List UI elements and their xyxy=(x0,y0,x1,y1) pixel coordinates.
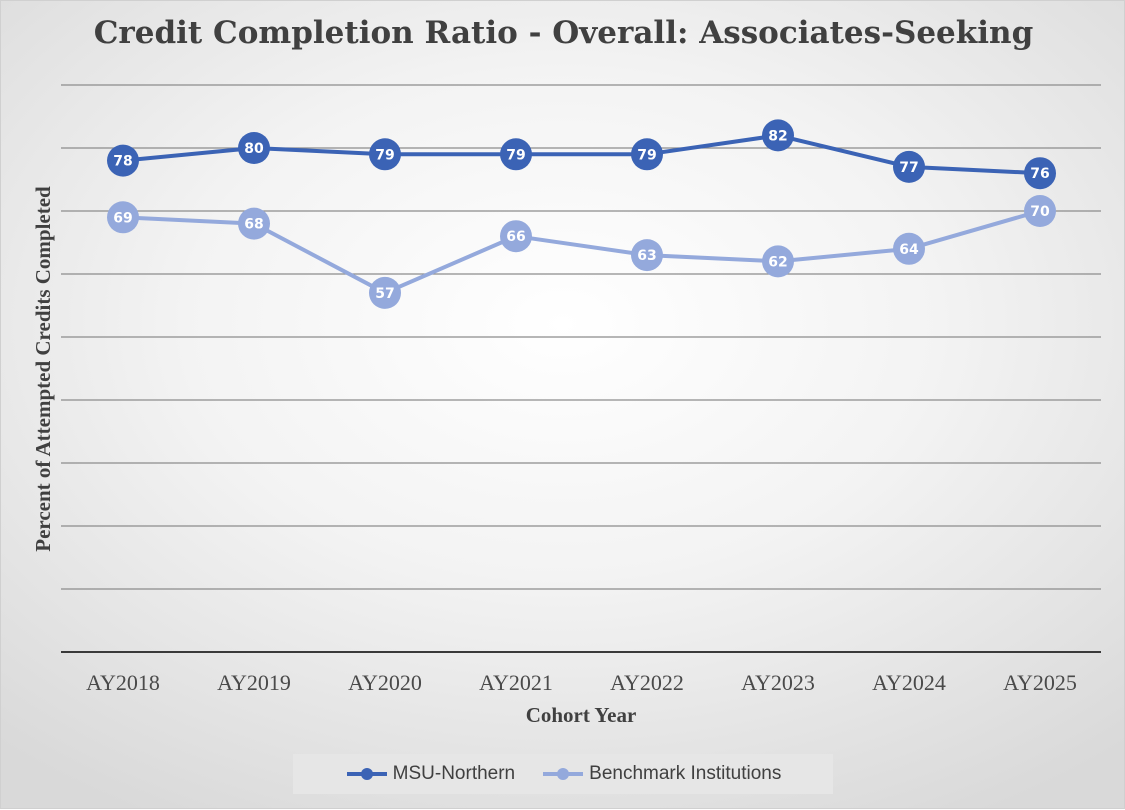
y-axis-title: Percent of Attempted Credits Completed xyxy=(31,186,55,552)
series-benchmark-institutions: 69 68 57 66 63 62 64 70 xyxy=(107,195,1056,309)
chart-title: Credit Completion Ratio - Overall: Assoc… xyxy=(93,15,1034,51)
series-layer: 69 68 57 66 63 62 64 70 78 80 79 79 79 82 77 76 xyxy=(107,119,1056,309)
x-tick-label: AY2018 xyxy=(86,670,160,695)
data-point-benchmark-institutions xyxy=(1024,195,1056,227)
data-point-msu-northern xyxy=(1024,157,1056,190)
data-label-benchmark-institutions: 68 xyxy=(244,217,263,233)
data-point-benchmark-institutions xyxy=(107,201,139,234)
x-tick-label: AY2025 xyxy=(1003,670,1077,695)
series-msu-northern: 78 80 79 79 79 82 77 76 xyxy=(107,119,1056,190)
data-point-msu-northern xyxy=(500,138,532,171)
data-label-msu-northern: 78 xyxy=(113,154,132,170)
legend-marker-benchmark-institutions xyxy=(543,768,584,780)
data-label-msu-northern: 77 xyxy=(899,160,918,176)
data-label-benchmark-institutions: 70 xyxy=(1030,204,1050,220)
x-tick-label: AY2021 xyxy=(479,670,553,695)
x-tick-labels: AY2018 AY2019 AY2020 AY2021 AY2022 AY2023 AY20… xyxy=(86,670,1077,695)
data-point-msu-northern xyxy=(107,144,139,177)
data-label-benchmark-institutions: 62 xyxy=(768,254,787,270)
data-point-msu-northern xyxy=(762,119,794,152)
x-axis-title: Cohort Year xyxy=(526,703,637,727)
data-point-msu-northern xyxy=(238,132,270,164)
legend-label-msu-northern: MSU-Northern xyxy=(392,763,516,784)
data-point-msu-northern xyxy=(369,138,401,171)
legend-label-benchmark-institutions: Benchmark Institutions xyxy=(589,763,782,784)
x-tick-label: AY2020 xyxy=(348,670,422,695)
data-point-benchmark-institutions xyxy=(238,207,270,240)
data-point-benchmark-institutions xyxy=(631,239,663,272)
x-tick-label: AY2019 xyxy=(217,670,291,695)
legend-marker-msu-northern xyxy=(346,768,387,780)
data-label-msu-northern: 79 xyxy=(506,147,525,163)
x-tick-label: AY2022 xyxy=(610,670,684,695)
series-line-benchmark-institutions xyxy=(122,209,1041,295)
data-label-msu-northern: 79 xyxy=(375,147,394,163)
data-label-msu-northern: 76 xyxy=(1030,166,1049,182)
data-label-benchmark-institutions: 63 xyxy=(637,248,656,264)
series-line-msu-northern xyxy=(122,133,1041,176)
data-point-msu-northern xyxy=(893,150,925,183)
legend: MSU-Northern Benchmark Institutions xyxy=(293,754,833,794)
data-point-benchmark-institutions xyxy=(762,245,794,278)
x-tick-label: AY2024 xyxy=(872,670,946,695)
legend-item-benchmark-institutions: Benchmark Institutions xyxy=(541,763,781,785)
data-label-msu-northern: 82 xyxy=(768,128,787,144)
data-label-benchmark-institutions: 57 xyxy=(375,286,394,302)
data-point-benchmark-institutions xyxy=(893,232,925,265)
legend-item-msu-northern: MSU-Northern xyxy=(345,763,515,785)
data-point-benchmark-institutions xyxy=(500,220,532,253)
data-label-msu-northern: 79 xyxy=(637,147,656,163)
data-label-benchmark-institutions: 64 xyxy=(899,242,919,258)
data-point-msu-northern xyxy=(631,138,663,171)
data-point-benchmark-institutions xyxy=(369,276,401,309)
data-label-benchmark-institutions: 69 xyxy=(113,210,132,226)
data-label-msu-northern: 80 xyxy=(244,141,264,157)
data-label-benchmark-institutions: 66 xyxy=(506,229,525,245)
gridlines xyxy=(61,84,1101,590)
x-tick-label: AY2023 xyxy=(741,670,815,695)
